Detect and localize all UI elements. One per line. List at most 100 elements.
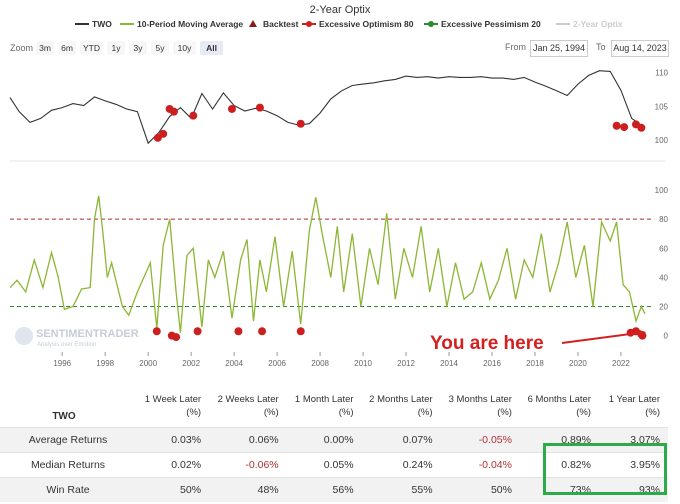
range-button-bg	[107, 41, 125, 55]
legend-item-label: Backtest	[263, 19, 299, 29]
table-row: Median Returns 0.02% -0.06% 0.05% 0.24% …	[0, 452, 668, 478]
range-button-label: 1y	[112, 43, 122, 53]
price-y-tick-label: 110	[655, 69, 668, 78]
range-button-10y[interactable]: 10y	[173, 41, 196, 55]
col-header: 2 Months Later (%)	[369, 394, 433, 418]
x-tick-label: 2022	[612, 359, 630, 368]
x-tick-label: 2012	[397, 359, 415, 368]
x-tick-label: 2014	[440, 359, 458, 368]
range-button-3y[interactable]: 3y	[129, 41, 147, 55]
pessimism-signal-marker	[152, 327, 161, 336]
col-header: 6 Months Later (%)	[527, 394, 591, 418]
range-button-3m[interactable]: 3m	[36, 41, 54, 55]
backtest-signal-marker	[637, 123, 646, 132]
zoom-label: Zoom	[10, 43, 33, 53]
x-tick-label: 2006	[268, 359, 286, 368]
range-button-label: 10y	[178, 43, 192, 53]
range-button-label: YTD	[83, 43, 100, 53]
col-header: 1 Week Later (%)	[144, 394, 202, 418]
pessimism-signal-marker	[234, 327, 243, 336]
table-cell: 93%	[598, 477, 668, 502]
pessimism-signal-marker	[258, 327, 267, 336]
range-button-all[interactable]: All	[200, 41, 223, 55]
x-tick-label: 2020	[569, 359, 587, 368]
x-tick-label: 2008	[311, 359, 329, 368]
x-tick-label: 2018	[526, 359, 544, 368]
range-button-bg	[80, 41, 103, 55]
optix-y-tick-label: 0	[664, 332, 669, 341]
watermark-tagline: Analysis over Emotion	[37, 342, 96, 348]
table-cell: 55%	[361, 477, 441, 502]
backtest-signal-marker	[620, 123, 629, 132]
range-button-5y[interactable]: 5y	[151, 41, 169, 55]
range-button-label: All	[206, 43, 217, 53]
legend-item-label: TWO	[92, 19, 112, 29]
x-axis: 1996 1998 2000 2002 2004 2006 2008 2010 2012 2014…	[53, 352, 630, 368]
col-header: 3 Months Later (%)	[448, 394, 512, 418]
table-cell: 0.07%	[361, 427, 441, 453]
range-button-bg	[173, 41, 196, 55]
row-label: Median Returns	[0, 452, 136, 478]
legend-item-label: 10-Period Moving Average	[137, 19, 243, 29]
table-cell: 50%	[440, 477, 520, 502]
backtest-signal-marker	[189, 111, 198, 120]
legend-item-label: 2-Year Optix	[573, 19, 623, 29]
legend-item-label: Excessive Pessimism 20	[441, 19, 541, 29]
chart-title: 2-Year Optix	[310, 4, 371, 16]
optix-y-tick-label: 100	[655, 186, 669, 195]
row-label: Win Rate	[0, 477, 136, 502]
table-cell: 3.95%	[598, 452, 668, 478]
table-cell: 0.03%	[136, 427, 210, 453]
legend-symbol-dot	[306, 21, 312, 27]
table-header-row: TWO 1 Week Later (%) 2 Weeks Later (%) 1…	[0, 385, 668, 428]
range-button-bg	[200, 41, 223, 55]
optix-y-tick-label: 40	[659, 273, 668, 282]
table-cell: 0.06%	[209, 427, 287, 453]
optix-y-tick-label: 80	[659, 215, 668, 224]
price-y-tick-label: 105	[655, 102, 669, 111]
pessimism-signal-marker	[296, 327, 305, 336]
watermark: SENTIMENTRADER Analysis over Emotion	[15, 327, 139, 348]
legend-item-label: Excessive Optimism 80	[319, 19, 414, 29]
optix-y-tick-label: 60	[659, 244, 668, 253]
annotation-arrowhead	[636, 329, 646, 337]
table-cell: 3.07%	[598, 427, 668, 453]
table-cell: 0.00%	[286, 427, 362, 453]
table-cell: 0.24%	[361, 452, 441, 478]
backtest-signal-marker	[159, 129, 168, 138]
range-button-6m[interactable]: 6m	[58, 41, 76, 55]
table-cell: 50%	[136, 477, 210, 502]
range-button-bg	[36, 41, 54, 55]
range-button-label: 3y	[134, 43, 144, 53]
table-cell: -0.06%	[209, 452, 287, 478]
range-button-label: 6m	[61, 43, 73, 53]
highlight-box	[543, 443, 667, 495]
table-cell: 48%	[209, 477, 287, 502]
range-button-1y[interactable]: 1y	[107, 41, 125, 55]
table-cell: -0.05%	[440, 427, 520, 453]
legend-symbol-triangle	[249, 20, 257, 27]
col-header: 1 Year Later (%)	[608, 394, 660, 418]
x-tick-label: 1998	[96, 359, 114, 368]
watermark-brand: SENTIMENTRADER	[36, 328, 139, 340]
zoom-bar: Zoom 3m 6m YTD 1y 3y 5y 10y All	[10, 41, 223, 55]
stats-table: TWO 1 Week Later (%) 2 Weeks Later (%) 1…	[0, 385, 668, 502]
row-header-label: TWO	[52, 411, 76, 422]
range-button-ytd[interactable]: YTD	[80, 41, 103, 55]
date-to-input[interactable]: Aug 14, 2023	[611, 40, 669, 57]
backtest-signal-marker	[296, 119, 305, 128]
x-tick-label: 2002	[182, 359, 200, 368]
x-tick-label: 2004	[225, 359, 243, 368]
table-cell: -0.04%	[440, 452, 520, 478]
two-price-line	[9, 70, 646, 145]
table-row: Average Returns 0.03% 0.06% 0.00% 0.07% …	[0, 427, 668, 453]
x-tick-label: 2016	[483, 359, 501, 368]
backtest-signal-marker	[612, 121, 621, 130]
col-header: 2 Weeks Later (%)	[217, 394, 279, 418]
backtest-signal-marker	[227, 104, 236, 113]
date-from-input[interactable]: Jan 25, 1994	[530, 40, 588, 57]
range-button-bg	[129, 41, 147, 55]
backtest-signal-marker	[255, 103, 264, 112]
table-cell: 56%	[286, 477, 362, 502]
optix-y-tick-label: 20	[659, 303, 668, 312]
